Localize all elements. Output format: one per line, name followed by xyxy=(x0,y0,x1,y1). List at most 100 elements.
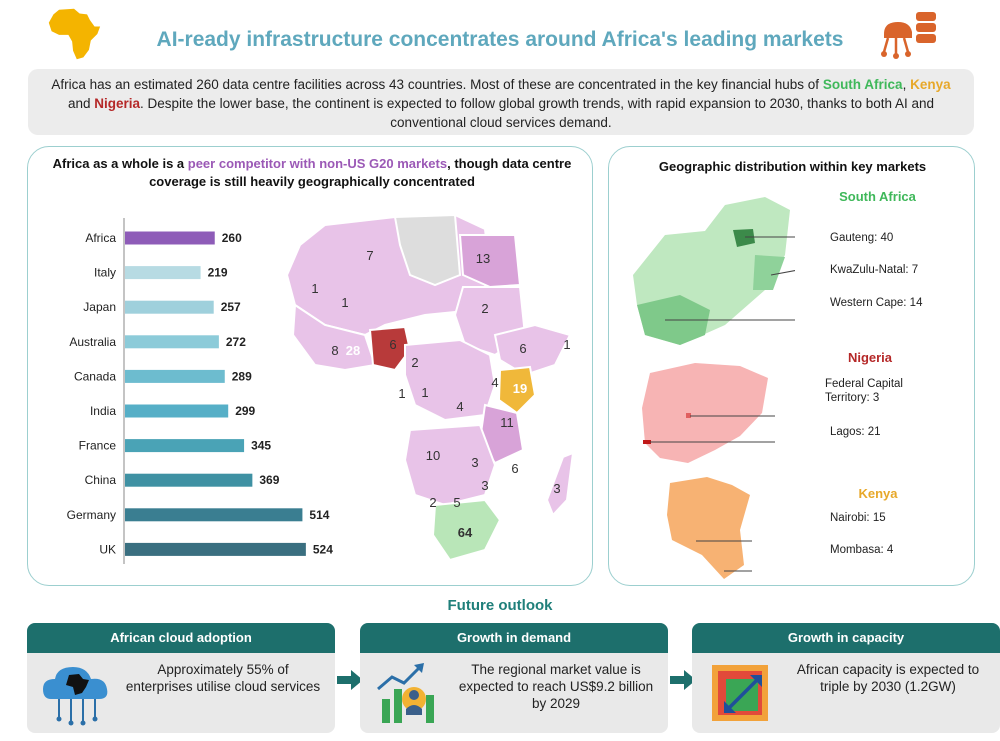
growth-chart-icon xyxy=(377,663,434,723)
map-nigeria xyxy=(368,325,412,372)
map-count-label: 19 xyxy=(513,381,527,396)
bar-value-label: 289 xyxy=(232,369,252,383)
callout-mombasa: Mombasa: 4 xyxy=(830,544,894,556)
intro-nigeria: Nigeria xyxy=(94,96,141,111)
africa-continent-icon xyxy=(48,8,101,60)
bar-category-label: India xyxy=(90,404,116,418)
title-row: AI-ready infrastructure concentrates aro… xyxy=(0,0,1000,72)
bar xyxy=(125,231,215,245)
card-header: Growth in demand xyxy=(360,623,668,653)
map-count-label: 8 xyxy=(331,343,338,358)
map-count-label: 1 xyxy=(421,385,428,400)
south-africa-map xyxy=(633,197,795,345)
bar-value-label: 369 xyxy=(259,473,279,487)
map-count-label: 28 xyxy=(346,343,360,358)
bar xyxy=(125,404,229,418)
card-cloud-adoption: African cloud adoption Approximately 55%… xyxy=(27,623,335,733)
bar-value-label: 272 xyxy=(226,335,246,349)
kenya-map xyxy=(667,477,752,579)
intro-kenya: Kenya xyxy=(910,77,951,92)
bar-value-label: 257 xyxy=(221,300,241,314)
card-text: Approximately 55% of enterprises utilise… xyxy=(125,662,321,694)
bar xyxy=(125,369,225,383)
arrow-right-icon xyxy=(337,670,363,690)
bar-category-label: Italy xyxy=(94,266,116,280)
bar-category-label: China xyxy=(85,473,117,487)
intro-part: Africa has an estimated 260 data centre … xyxy=(51,77,823,92)
callout-federal-capital: Federal Capital Territory: 3 xyxy=(825,378,903,404)
map-count-label: 2 xyxy=(411,355,418,370)
bar-category-label: Germany xyxy=(67,508,116,522)
callout-western-cape: Western Cape: 14 xyxy=(830,297,923,309)
intro-south-africa: South Africa xyxy=(822,77,903,92)
map-count-label: 64 xyxy=(458,525,473,540)
map-count-label: 6 xyxy=(511,461,518,476)
bar-category-label: France xyxy=(79,439,117,453)
bar xyxy=(125,508,303,522)
map-count-label: 4 xyxy=(456,399,463,414)
bar-category-label: Canada xyxy=(74,369,116,383)
callout-nairobi: Nairobi: 15 xyxy=(830,512,886,524)
intro-text: Africa has an estimated 260 data centre … xyxy=(28,69,974,135)
bar-value-label: 524 xyxy=(313,542,333,556)
bar xyxy=(125,300,214,314)
bar-value-label: 219 xyxy=(208,266,228,280)
bar-value-label: 260 xyxy=(222,231,242,245)
map-count-label: 4 xyxy=(491,375,498,390)
card-growth-demand: Growth in demand The regional market val… xyxy=(360,623,668,733)
intro-comma: , xyxy=(902,77,911,92)
map-libya-no-data xyxy=(393,215,462,287)
bar-category-label: Japan xyxy=(83,300,116,314)
map-count-label: 7 xyxy=(366,248,373,263)
map-horn-region xyxy=(493,323,572,377)
map-count-label: 10 xyxy=(426,448,440,463)
nigeria-label: Nigeria xyxy=(847,350,893,365)
bar xyxy=(125,266,201,280)
map-count-label: 6 xyxy=(519,341,526,356)
arrow-right-icon xyxy=(670,670,696,690)
map-madagascar xyxy=(545,451,575,517)
map-count-label: 3 xyxy=(553,481,560,496)
bar-category-label: UK xyxy=(99,542,116,556)
card-header: African cloud adoption xyxy=(27,623,335,653)
callout-lagos: Lagos: 21 xyxy=(830,426,881,438)
map-count-label: 1 xyxy=(311,281,318,296)
bar-category-label: Australia xyxy=(69,335,116,349)
left-title-part: Africa as a whole is a xyxy=(52,156,188,171)
callout-kwazulu-natal: KwaZulu-Natal: 7 xyxy=(830,264,919,276)
map-count-label: 1 xyxy=(398,386,405,401)
map-count-label: 6 xyxy=(389,337,396,352)
south-africa-label: South Africa xyxy=(839,189,916,204)
map-count-label: 1 xyxy=(563,337,570,352)
map-central-africa xyxy=(404,338,497,422)
map-southern-central xyxy=(403,423,497,507)
map-count-label: 13 xyxy=(476,251,490,266)
bar xyxy=(125,439,245,453)
bar-value-label: 345 xyxy=(251,439,271,453)
map-count-label: 5 xyxy=(453,495,460,510)
nigeria-map xyxy=(642,363,775,463)
bar xyxy=(125,542,306,556)
callout-gauteng: Gauteng: 40 xyxy=(830,232,894,244)
right-panel-title: Geographic distribution within key marke… xyxy=(658,159,927,174)
server-network-icon xyxy=(881,12,936,59)
card-text: The regional market value is expected to… xyxy=(458,662,654,711)
map-count-label: 3 xyxy=(481,478,488,493)
intro-part: . Despite the lower base, the continent … xyxy=(140,96,935,130)
map-count-label: 2 xyxy=(481,301,488,316)
map-west-africa xyxy=(291,303,377,372)
map-count-label: 11 xyxy=(500,415,514,430)
bar-chart: Africa 260 Italy 219 Japan 257 Australia 272 Can… xyxy=(67,218,333,564)
card-header: Growth in capacity xyxy=(692,623,1000,653)
map-count-label: 2 xyxy=(429,495,436,510)
map-south-africa xyxy=(431,498,502,562)
card-growth-capacity: Growth in capacity African capacity is e… xyxy=(692,623,1000,733)
map-count-label: 1 xyxy=(341,295,348,310)
expand-capacity-icon xyxy=(712,665,768,721)
card-text: African capacity is expected to triple b… xyxy=(796,662,980,694)
left-panel-title: Africa as a whole is a peer competitor w… xyxy=(42,155,582,191)
cloud-network-icon xyxy=(43,667,108,726)
bar-value-label: 299 xyxy=(235,404,255,418)
bar-value-label: 514 xyxy=(309,508,329,522)
